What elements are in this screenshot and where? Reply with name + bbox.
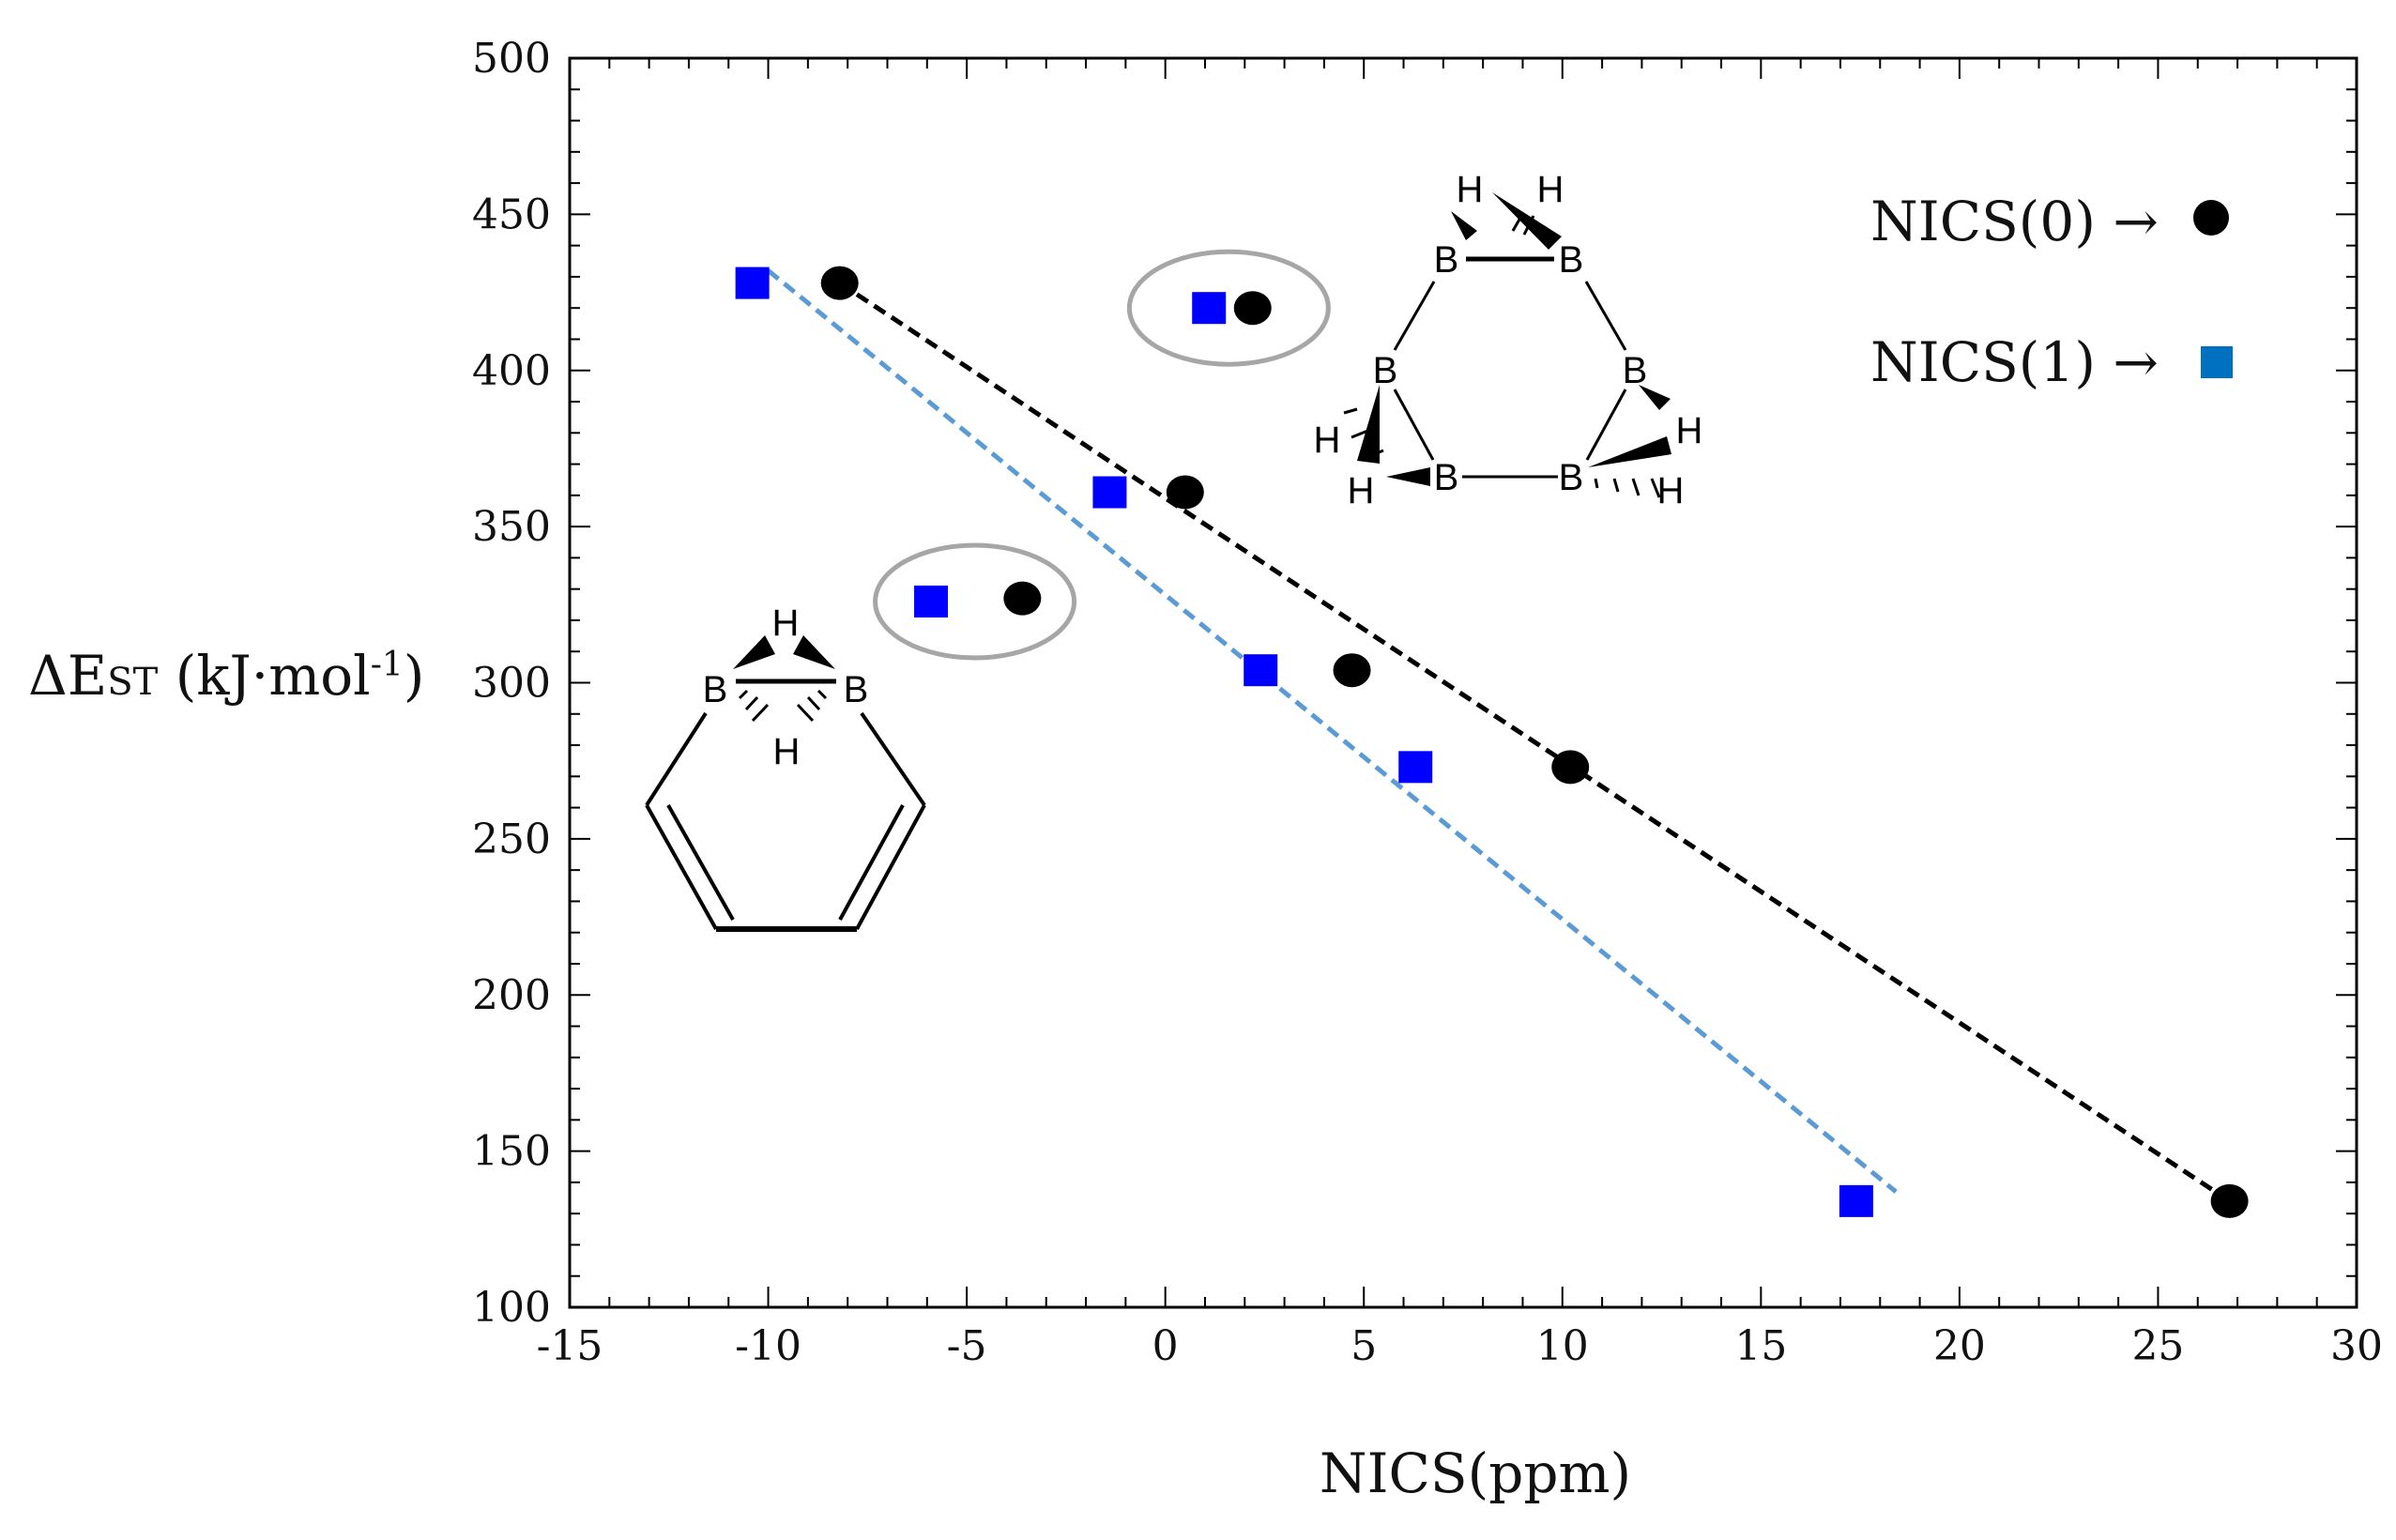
data-point-nics1 xyxy=(1092,476,1127,509)
structure-b6-ring: H H B B B B B B H H H H xyxy=(1314,169,1703,511)
y-tick-label: 400 xyxy=(472,347,551,395)
bond xyxy=(860,711,926,807)
atom-label: H xyxy=(773,731,801,772)
x-tick-label: 15 xyxy=(1734,1322,1787,1370)
data-point-nics1 xyxy=(1398,751,1433,784)
hash-bond xyxy=(738,689,828,723)
y-tick-label: 100 xyxy=(472,1284,551,1332)
bond xyxy=(1393,389,1435,461)
data-point-nics0 xyxy=(1233,291,1272,326)
data-point-nics0 xyxy=(1551,750,1590,785)
bond xyxy=(838,804,905,921)
legend: NICS(0) → NICS(1) → xyxy=(1870,190,2233,394)
wedge-bond xyxy=(1451,211,1477,240)
data-point-nics0 xyxy=(2210,1183,2249,1218)
wedge-bond xyxy=(1588,436,1671,467)
y-tick-label: 350 xyxy=(472,503,551,551)
legend-label-nics1: NICS(1) → xyxy=(1870,330,2159,394)
y-axis-title-unit-close: ) xyxy=(404,644,425,708)
atom-label: H xyxy=(772,602,800,644)
wedge-bond xyxy=(1492,192,1562,250)
x-tick-label: 20 xyxy=(1933,1322,1986,1370)
data-point-nics1 xyxy=(735,267,770,299)
legend-marker-nics0 xyxy=(2193,200,2229,236)
wedge-bond xyxy=(1386,467,1430,486)
bond xyxy=(645,711,708,807)
atom-label: B xyxy=(1559,457,1584,498)
fit-line-series-1 xyxy=(766,268,1898,1194)
atom-label: B xyxy=(703,669,728,710)
data-point-nics1 xyxy=(914,585,949,618)
x-tick-label: -10 xyxy=(735,1322,801,1370)
wedge-bond xyxy=(1639,385,1671,410)
y-tick-label: 450 xyxy=(472,191,551,238)
y-axis-title-superscript: -1 xyxy=(371,646,404,684)
hash-bond xyxy=(1343,215,1661,498)
y-tick-label: 250 xyxy=(472,816,551,863)
x-tick-label: 5 xyxy=(1351,1322,1377,1370)
y-tick-label: 500 xyxy=(472,35,551,83)
y-axis-title: ΔEST (kJ·mol-1) xyxy=(28,644,424,708)
x-tick-label: -15 xyxy=(537,1322,603,1370)
atom-label: H xyxy=(1657,470,1685,511)
wedge-bond xyxy=(733,635,775,669)
data-point-nics0 xyxy=(1003,581,1042,616)
y-tick-label: 200 xyxy=(472,971,551,1019)
bond xyxy=(855,804,926,930)
x-tick-label: -5 xyxy=(947,1322,987,1370)
bond xyxy=(666,804,735,921)
x-tick-label: 10 xyxy=(1536,1322,1589,1370)
fit-lines xyxy=(766,268,2231,1203)
y-tick-labels: 100 150 200 250 300 350 400 450 500 xyxy=(472,35,551,1332)
atom-label: B xyxy=(1373,350,1398,391)
data-point-nics1 xyxy=(1244,654,1278,687)
atom-label: B xyxy=(844,669,869,710)
data-point-nics0 xyxy=(1166,475,1204,510)
data-point-nics0 xyxy=(820,266,859,300)
highlight-ellipses xyxy=(873,249,1331,661)
x-tick-label: 30 xyxy=(2330,1322,2383,1370)
bond xyxy=(645,804,718,930)
y-axis-title-subscript: ST xyxy=(107,661,158,704)
fit-line-series-0 xyxy=(838,281,2231,1203)
legend-label-nics0: NICS(0) → xyxy=(1870,190,2159,253)
x-axis-title: NICS(ppm) xyxy=(1320,1441,1631,1505)
data-point-nics1 xyxy=(1839,1184,1873,1217)
atom-label: H xyxy=(1314,419,1341,461)
axis-ticks xyxy=(569,57,2358,1308)
atom-label: H xyxy=(1348,470,1375,511)
y-axis-title-unit: (kJ·mol xyxy=(158,644,370,708)
structure-monocyclic-diborane: H B B H xyxy=(645,602,926,932)
bond xyxy=(1585,389,1627,461)
x-tick-label: 25 xyxy=(2131,1322,2184,1370)
y-axis-title-delta: ΔE xyxy=(28,644,107,708)
data-point-nics1 xyxy=(1192,292,1227,325)
wedge-bond xyxy=(793,635,835,669)
atom-label: H xyxy=(1457,169,1484,210)
atom-label: B xyxy=(1434,239,1459,281)
bond xyxy=(1393,281,1436,351)
x-tick-label: 0 xyxy=(1152,1322,1179,1370)
atom-label: B xyxy=(1559,239,1584,281)
legend-marker-nics1 xyxy=(2201,346,2233,378)
data-markers xyxy=(735,266,2249,1218)
data-point-nics0 xyxy=(1333,653,1371,688)
atom-label: H xyxy=(1537,169,1564,210)
highlight-ellipse xyxy=(1126,249,1331,367)
highlight-ellipse xyxy=(873,542,1077,661)
y-tick-label: 300 xyxy=(472,660,551,708)
atom-label: H xyxy=(1676,410,1703,451)
x-tick-labels: -15 -10 -5 0 5 10 15 20 25 30 xyxy=(537,1322,2383,1370)
atom-label: B xyxy=(1623,350,1648,391)
y-tick-label: 150 xyxy=(472,1128,551,1176)
wedge-bond xyxy=(1357,385,1380,464)
bond xyxy=(1584,281,1627,351)
atom-label: B xyxy=(1434,457,1459,498)
